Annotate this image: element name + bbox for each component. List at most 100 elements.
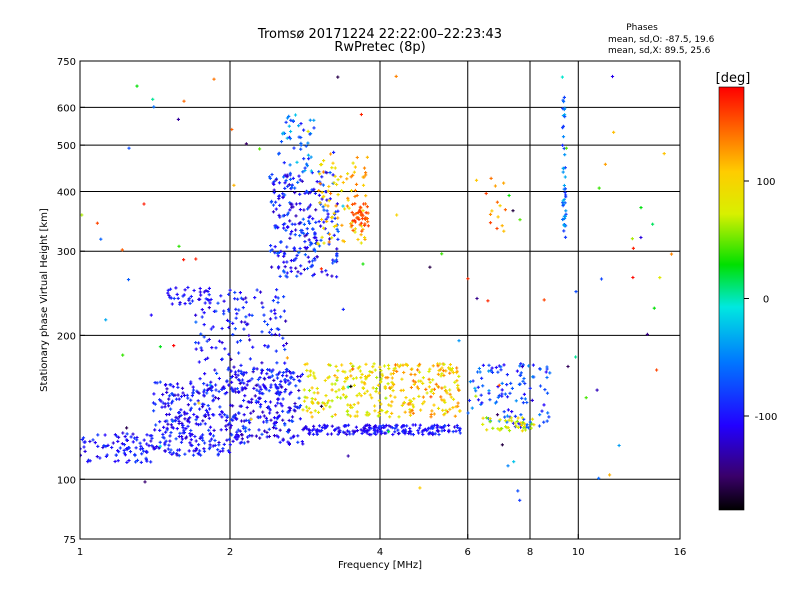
scatter-point [151,97,155,101]
scatter-point [217,440,221,445]
scatter-point [352,403,356,407]
scatter-point [330,236,334,240]
scatter-point [391,389,395,393]
scatter-point [432,412,436,416]
scatter-point [263,344,267,348]
scatter-point [453,414,457,418]
scatter-point [357,217,361,221]
scatter-point [297,396,301,400]
scatter-point [230,386,234,390]
scatter-point [516,489,520,493]
scatter-point [183,417,187,421]
scatter-point [267,427,271,431]
scatter-point [390,411,394,415]
scatter-point [135,438,139,442]
scatter-point [520,396,524,400]
scatter-point [138,441,142,445]
scatter-point [443,424,447,428]
scatter-point [439,374,443,378]
scatter-point [188,434,193,438]
scatter-point [202,393,206,397]
scatter-point [389,394,393,398]
scatter-point [260,301,264,305]
scatter-point [305,368,309,373]
scatter-point [324,190,329,194]
scatter-point [144,456,148,460]
scatter-point [161,401,165,405]
scatter-point [142,202,146,206]
scatter-point [254,383,258,387]
scatter-point [422,400,426,404]
scatter-point [231,321,235,325]
scatter-point [597,476,601,480]
scatter-point [309,369,313,373]
scatter-point [566,364,570,369]
scatter-point [564,209,568,213]
scatter-point [194,341,198,345]
scatter-point [410,408,414,412]
scatter-point [330,414,334,419]
scatter-point [202,449,207,453]
scatter-point [118,446,122,450]
scatter-point [428,265,432,269]
scatter-point [120,248,124,252]
scatter-point [189,443,193,447]
scatter-point [310,415,314,419]
scatter-point [228,288,232,292]
scatter-point [241,424,245,428]
scatter-point [480,401,484,405]
scatter-point [321,205,325,209]
scatter-point [276,226,280,230]
scatter-point [175,453,179,457]
scatter-point [542,420,546,424]
scatter-point [303,191,307,195]
scatter-point [173,419,177,423]
scatter-point [349,362,353,366]
scatter-point [122,443,126,447]
scatter-point [267,434,271,439]
scatter-point [290,222,294,226]
scatter-point [273,308,277,312]
scatter-point [307,157,311,161]
scatter-point [216,448,220,452]
scatter-point [211,444,215,448]
scatter-point [259,371,264,375]
scatter-point [214,383,218,387]
scatter-point [500,394,504,398]
scatter-point [386,363,391,367]
scatter-point [282,251,286,255]
scatter-point [560,75,564,79]
scatter-point [364,211,368,215]
scatter-point [114,453,118,457]
scatter-point [179,413,183,417]
scatter-point [285,173,289,177]
scatter-point [374,425,378,429]
scatter-point [416,368,420,372]
scatter-point [474,389,478,393]
scatter-point [222,442,226,446]
scatter-point [262,414,266,418]
scatter-point [242,381,246,385]
scatter-point [563,106,567,110]
scatter-point [270,374,274,378]
scatter-point [353,165,357,169]
scatter-point [378,430,382,434]
scatter-point [230,433,234,437]
scatter-point [631,246,635,250]
scatter-point [358,205,362,209]
scatter-point [122,448,126,452]
scatter-point [158,440,162,444]
scatter-point [103,433,107,437]
scatter-point [143,480,147,484]
scatter-point [511,209,515,213]
scatter-point [197,443,201,447]
scatter-point [453,380,457,384]
scatter-point [283,423,287,427]
scatter-point [279,240,283,244]
scatter-point [231,333,235,337]
scatter-point [184,427,188,431]
scatter-point [208,443,212,447]
scatter-point [365,428,369,432]
scatter-point [273,251,277,255]
scatter-point [307,205,311,209]
